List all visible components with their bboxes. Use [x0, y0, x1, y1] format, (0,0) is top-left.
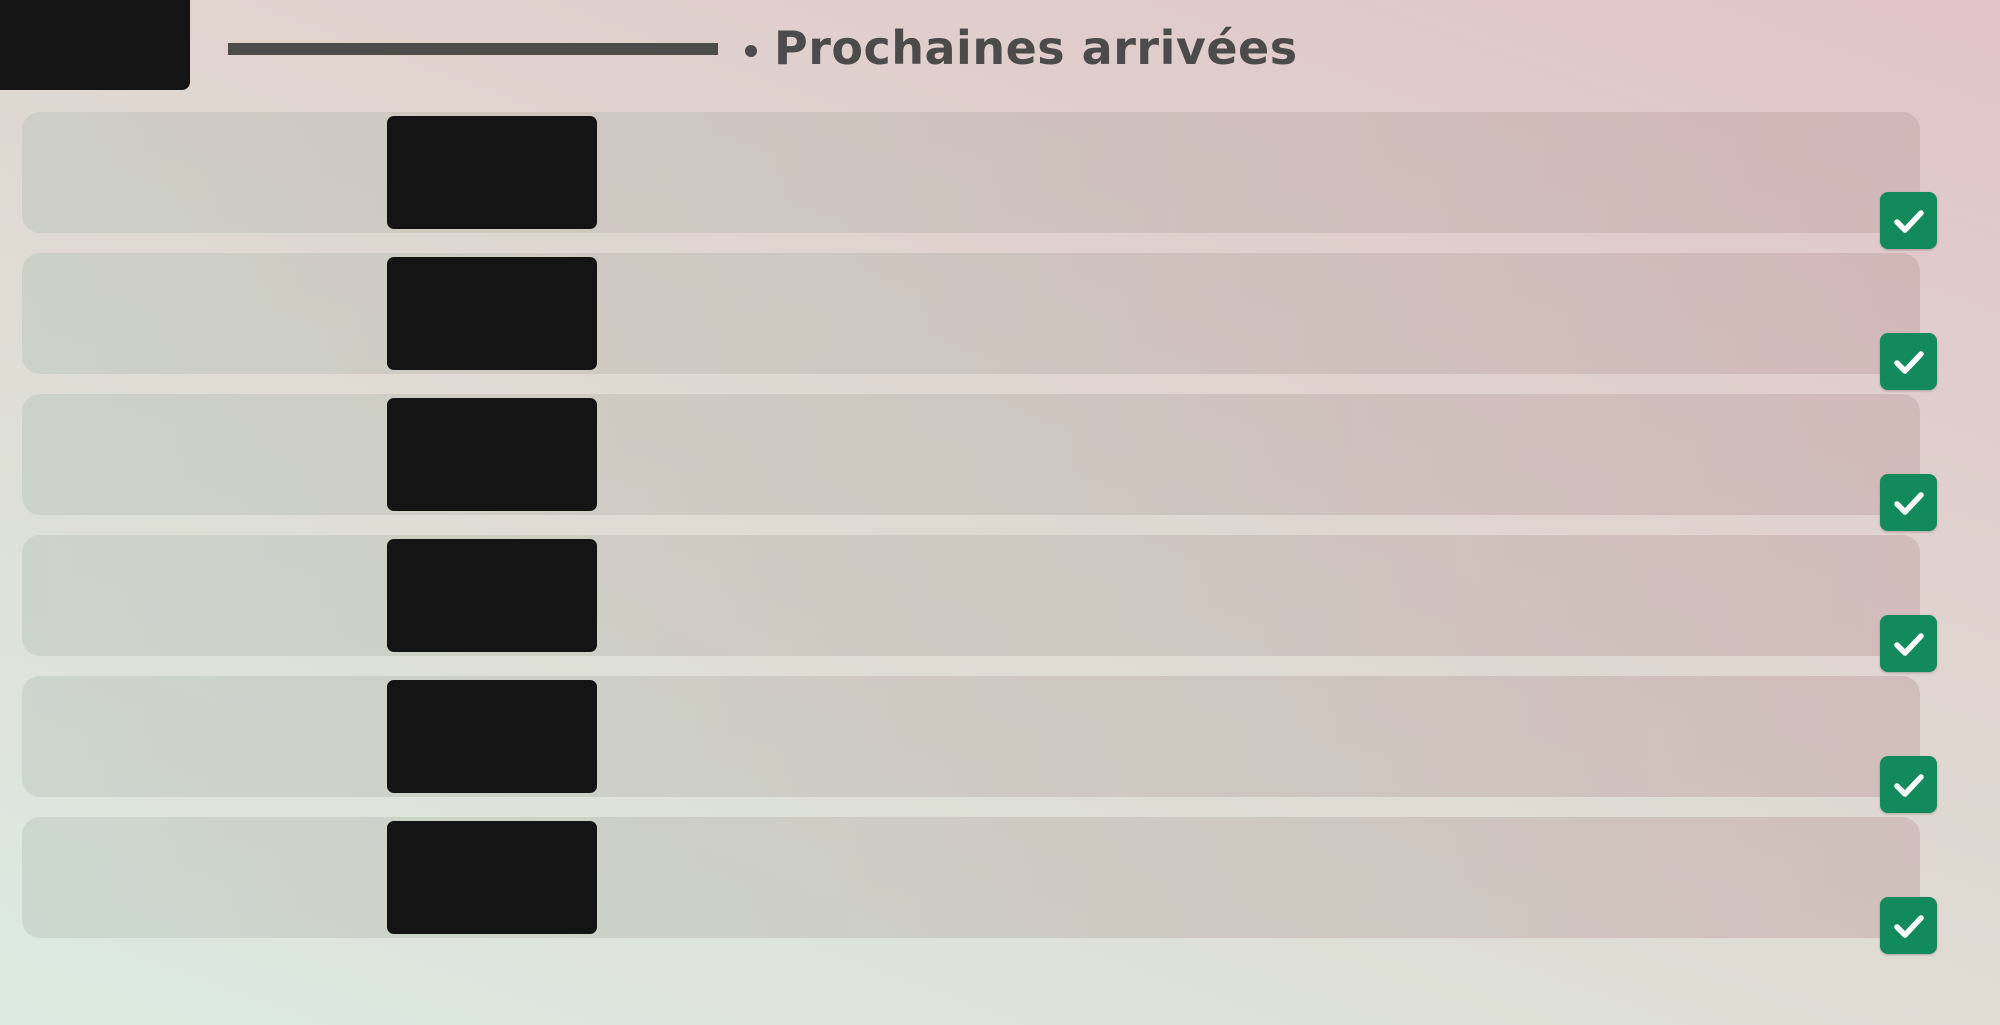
arrivals-list — [22, 112, 1937, 958]
thumbnail — [387, 116, 597, 229]
check-icon — [1880, 756, 1937, 813]
header-divider — [228, 43, 718, 55]
page-title: Prochaines arrivées — [745, 16, 1298, 80]
thumbnail — [387, 398, 597, 511]
check-icon — [1880, 192, 1937, 249]
check-icon — [1880, 897, 1937, 954]
bullet-icon — [745, 45, 757, 57]
list-item — [22, 817, 1937, 954]
thumbnail — [387, 821, 597, 934]
check-icon — [1880, 615, 1937, 672]
thumbnail — [387, 539, 597, 652]
list-item — [22, 394, 1937, 531]
list-item — [22, 253, 1937, 390]
list-item — [22, 535, 1937, 672]
check-icon — [1880, 474, 1937, 531]
thumbnail — [387, 680, 597, 793]
list-item — [22, 112, 1937, 249]
logo — [0, 0, 190, 90]
list-item — [22, 676, 1937, 813]
thumbnail — [387, 257, 597, 370]
page-title-text: Prochaines arrivées — [774, 21, 1298, 75]
check-icon — [1880, 333, 1937, 390]
